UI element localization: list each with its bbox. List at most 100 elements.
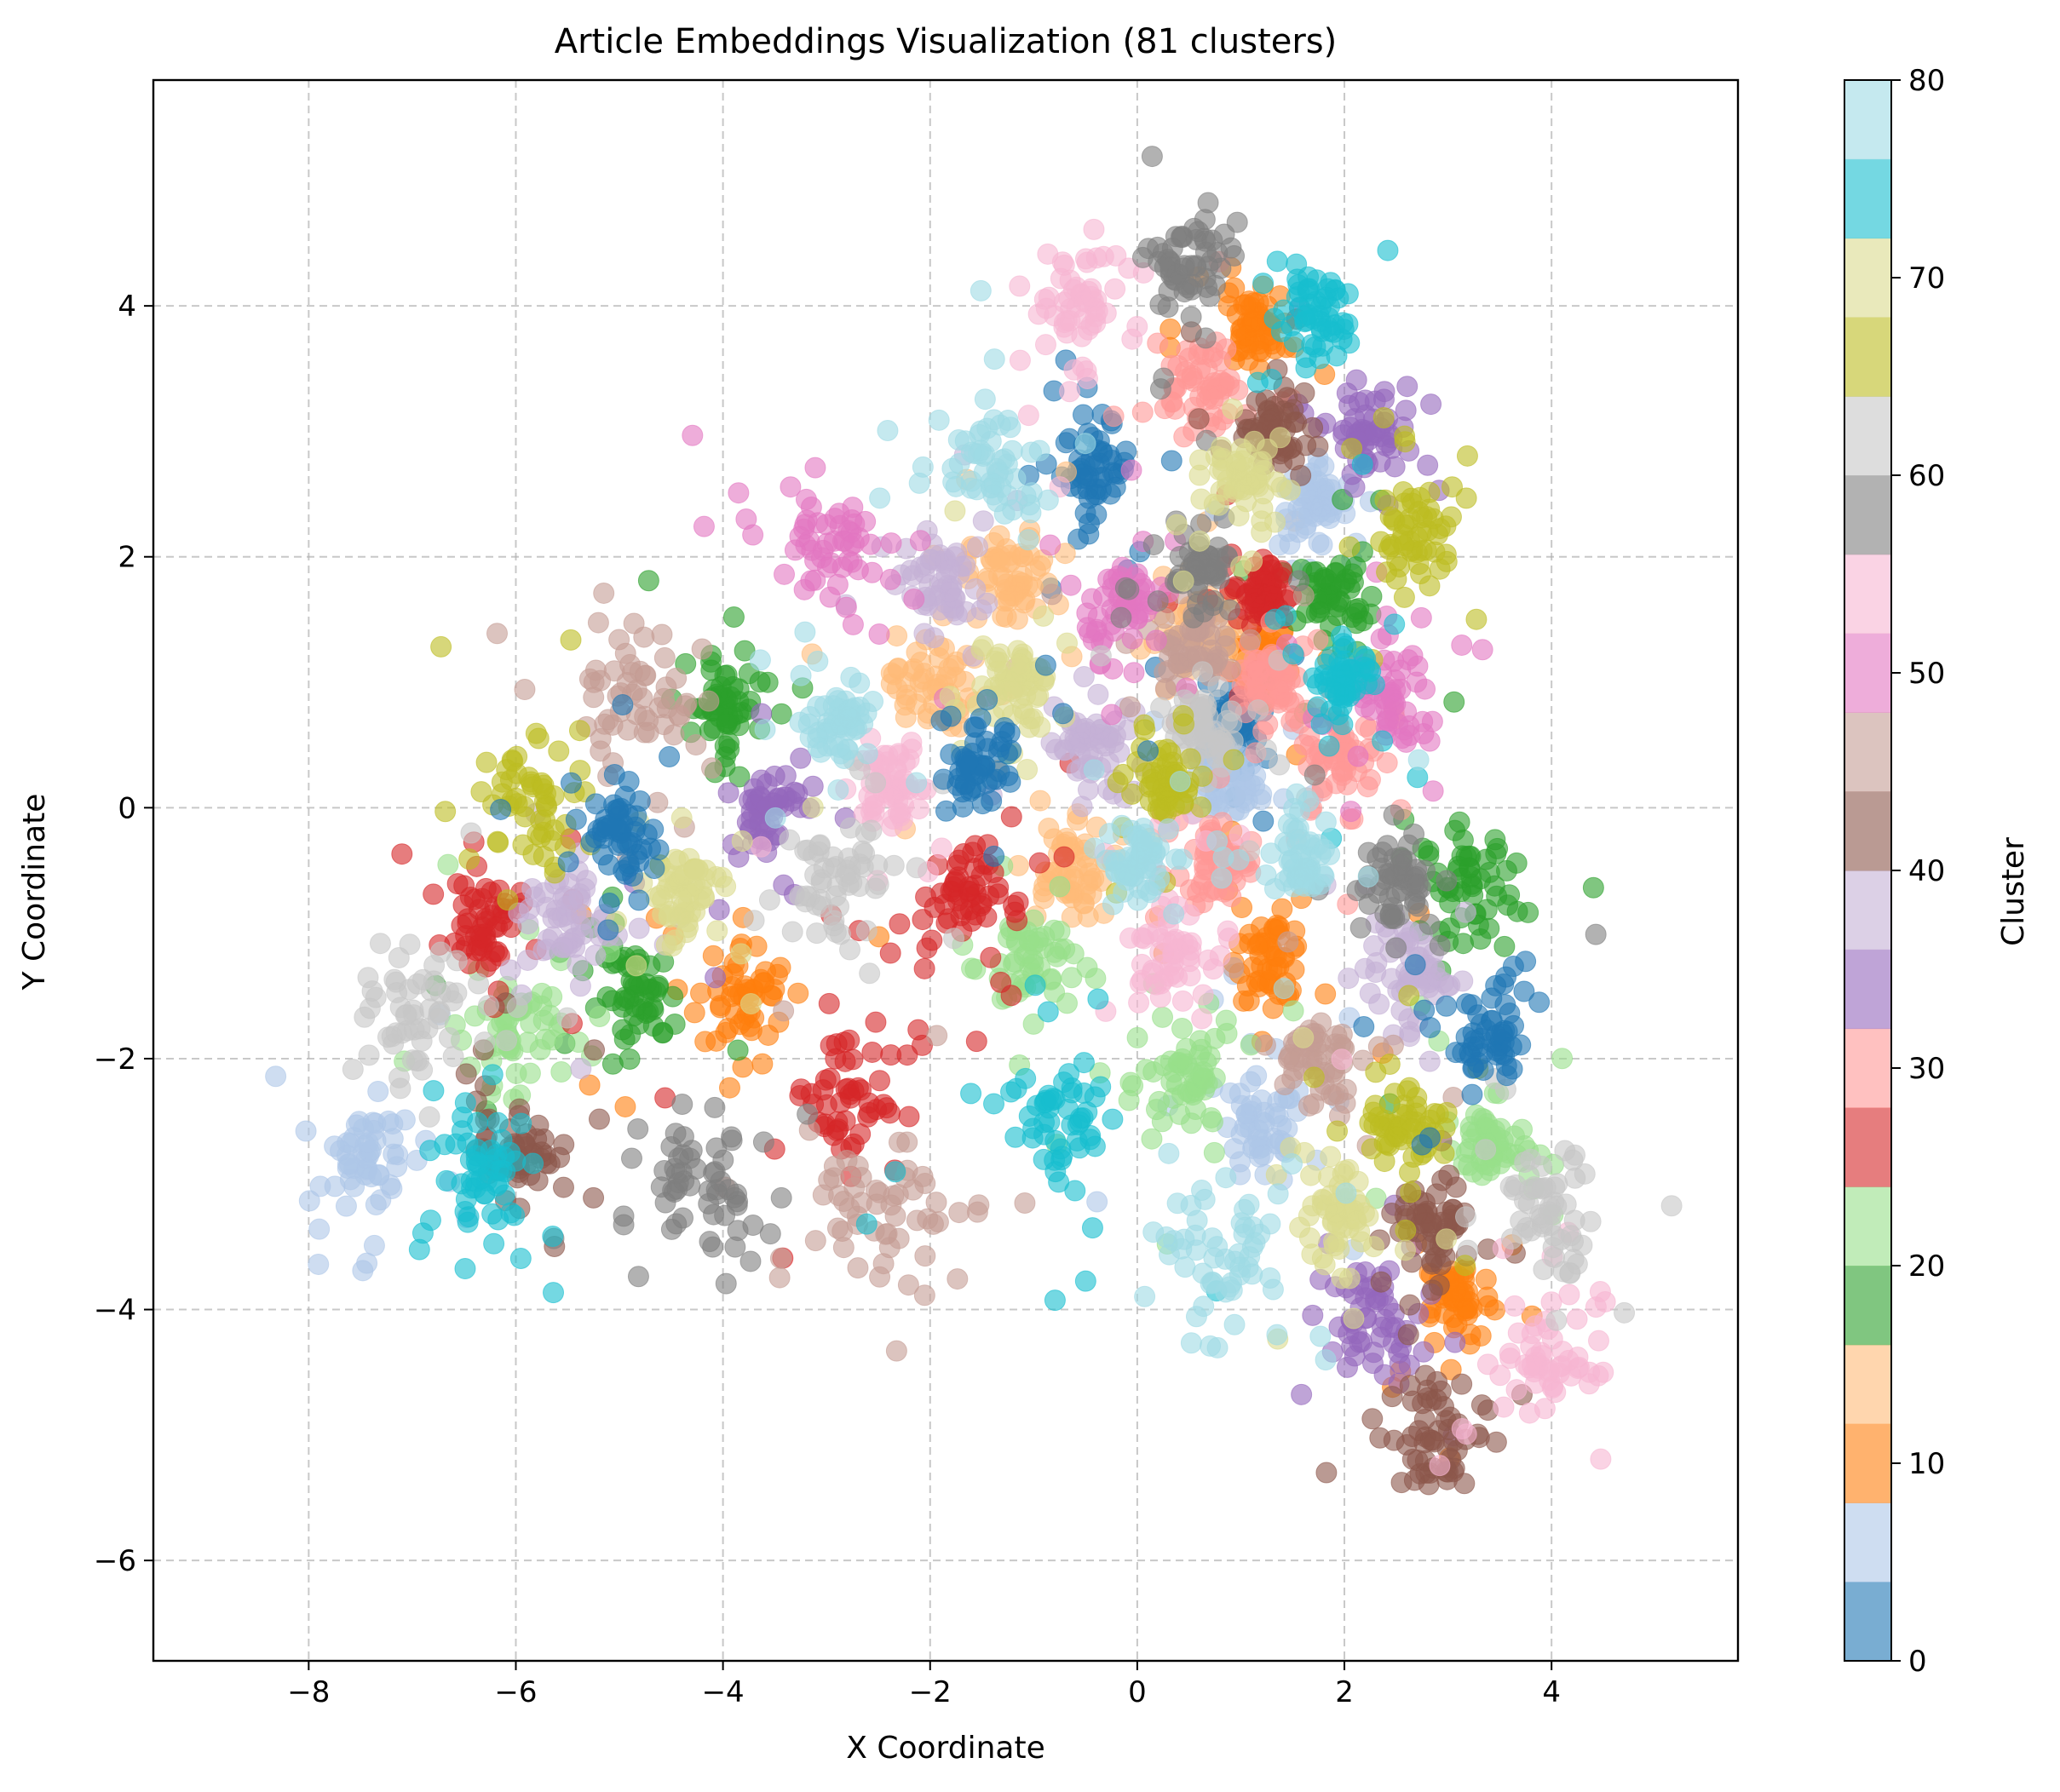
data-point xyxy=(1462,876,1482,897)
data-point xyxy=(1124,663,1144,683)
data-point xyxy=(692,639,712,659)
data-point xyxy=(1195,328,1216,348)
data-point xyxy=(1354,1016,1374,1037)
data-point xyxy=(1015,1193,1035,1214)
data-point xyxy=(1081,286,1102,307)
data-point xyxy=(1463,1058,1483,1078)
data-point xyxy=(469,974,489,994)
data-point xyxy=(1355,649,1376,669)
data-point xyxy=(1395,1220,1416,1240)
data-point xyxy=(1579,1374,1599,1394)
data-point xyxy=(1027,932,1048,952)
data-point xyxy=(1506,1380,1527,1400)
data-point xyxy=(1430,559,1450,579)
data-point xyxy=(705,968,726,988)
data-point xyxy=(1045,1130,1066,1151)
data-point xyxy=(643,1016,664,1037)
data-point xyxy=(1018,530,1039,550)
data-point xyxy=(487,1112,508,1133)
data-point xyxy=(446,951,467,971)
x-tick-label: 4 xyxy=(1542,1675,1561,1709)
data-point xyxy=(741,808,762,829)
data-point xyxy=(1073,1053,1094,1073)
data-point xyxy=(914,958,935,979)
data-point xyxy=(915,1246,935,1266)
data-point xyxy=(774,1001,794,1021)
data-point xyxy=(1560,1263,1580,1284)
data-point xyxy=(914,623,935,644)
data-point xyxy=(682,425,703,445)
data-point xyxy=(1411,607,1431,628)
data-point xyxy=(1136,859,1156,879)
data-point xyxy=(1395,1240,1416,1261)
data-point xyxy=(423,1081,444,1101)
data-point xyxy=(1661,1196,1682,1216)
data-point xyxy=(805,1231,826,1251)
data-point xyxy=(387,982,407,1002)
data-point xyxy=(638,722,659,743)
data-point xyxy=(711,997,731,1018)
data-point xyxy=(299,1191,319,1211)
data-point xyxy=(1004,951,1025,972)
data-point xyxy=(1248,452,1269,473)
data-point xyxy=(790,886,810,906)
data-point xyxy=(1320,321,1340,342)
data-point xyxy=(869,623,889,644)
data-point xyxy=(1035,335,1056,355)
data-point xyxy=(840,818,860,838)
data-point xyxy=(443,1047,463,1067)
data-point xyxy=(1146,630,1166,651)
data-point xyxy=(973,636,993,657)
data-point xyxy=(740,994,761,1014)
data-point xyxy=(1168,653,1188,674)
data-point xyxy=(707,1184,728,1204)
data-point xyxy=(1338,968,1359,989)
colorbar-segment xyxy=(1844,1029,1891,1108)
data-point xyxy=(975,389,995,410)
data-point xyxy=(1204,1142,1224,1163)
data-point xyxy=(805,457,826,478)
data-point xyxy=(1421,394,1441,415)
data-point xyxy=(1148,591,1168,612)
data-point xyxy=(1466,609,1487,629)
data-point xyxy=(584,1187,604,1208)
data-point xyxy=(1062,968,1082,988)
data-point xyxy=(1102,704,1122,725)
data-point xyxy=(1019,1106,1039,1126)
data-point xyxy=(855,511,876,531)
data-point xyxy=(1428,525,1448,545)
data-point xyxy=(1585,924,1606,945)
data-point xyxy=(1004,902,1025,922)
y-tick-label: 0 xyxy=(118,791,136,825)
data-point xyxy=(478,996,498,1016)
data-point xyxy=(515,807,535,827)
data-point xyxy=(795,622,815,642)
data-point xyxy=(438,854,458,875)
data-point xyxy=(904,589,924,609)
data-point xyxy=(482,1065,503,1085)
data-point xyxy=(1344,1308,1364,1329)
data-point xyxy=(1060,730,1080,750)
data-point xyxy=(1265,512,1286,532)
colorbar-segment xyxy=(1844,1345,1891,1424)
data-point xyxy=(1336,685,1356,705)
data-point xyxy=(1102,894,1123,915)
data-point xyxy=(598,920,619,940)
data-point xyxy=(1223,399,1243,419)
data-point xyxy=(654,647,675,668)
data-point xyxy=(984,846,1004,866)
data-point xyxy=(523,1153,544,1174)
data-point xyxy=(1077,369,1097,389)
data-point xyxy=(918,1209,938,1229)
data-point xyxy=(549,741,569,761)
data-point xyxy=(1065,1180,1085,1201)
data-point xyxy=(1216,339,1236,359)
x-tick-label: −4 xyxy=(702,1675,745,1709)
data-point xyxy=(1286,784,1307,804)
data-point xyxy=(940,582,960,602)
data-point xyxy=(906,858,927,878)
data-point xyxy=(419,1106,440,1127)
data-point xyxy=(941,706,961,727)
data-point xyxy=(1552,1048,1573,1069)
data-point xyxy=(1614,1302,1635,1323)
